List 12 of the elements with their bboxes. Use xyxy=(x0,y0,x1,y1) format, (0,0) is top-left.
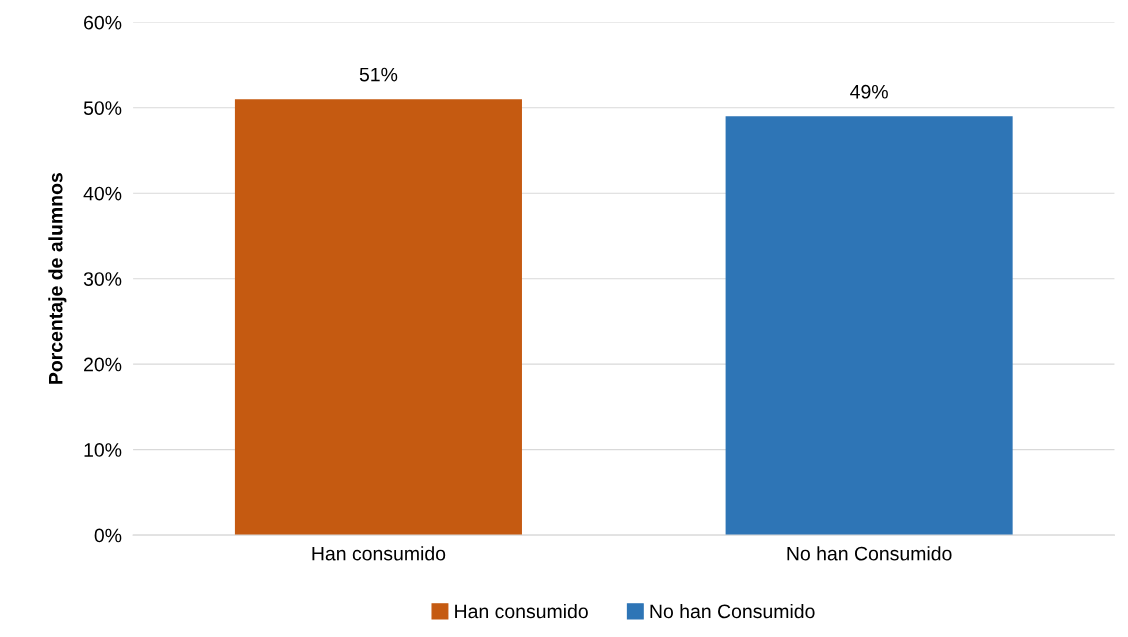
y-tick-label: 40% xyxy=(83,186,122,201)
legend-label: Han consumido xyxy=(455,603,588,619)
y-tick-label: 20% xyxy=(84,357,122,372)
legend-label: No han Consumido xyxy=(650,603,815,619)
y-tick-label: 30% xyxy=(83,272,122,286)
y-axis-title: Porcentaje de alumnos xyxy=(48,173,67,384)
data-label: 49% xyxy=(850,84,888,99)
y-tick-label: 10% xyxy=(84,443,122,457)
y-tick-label: 0% xyxy=(94,528,122,543)
data-label: 51% xyxy=(359,67,398,82)
y-tick-label: 50% xyxy=(83,101,122,115)
y-tick-label: 60% xyxy=(84,15,122,30)
